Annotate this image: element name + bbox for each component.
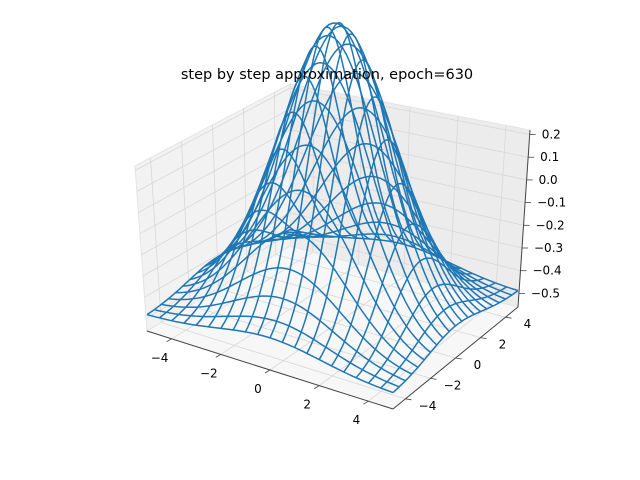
wire-line-y — [355, 257, 485, 379]
x-tick-mark — [215, 354, 222, 358]
z-grid-left — [142, 191, 291, 277]
z-tick-label: −0.2 — [536, 218, 565, 232]
z-grid-left — [138, 129, 291, 213]
z-tick-label: −0.3 — [534, 241, 563, 255]
z-axis-ticks: −0.5 −0.4 −0.3 −0.2 −0.1 0.0 0.1 0.2 — [518, 128, 566, 300]
x-tick-mark — [363, 400, 369, 405]
wire-line-y — [281, 33, 416, 343]
wire-line-y — [343, 223, 473, 373]
x-tick-label: 0 — [254, 382, 262, 396]
x-tick-label: −4 — [151, 351, 169, 365]
z-tick-label: 0.2 — [542, 128, 561, 142]
wire-line-y — [183, 209, 325, 324]
y-grid-floor — [189, 305, 431, 379]
wire-line-y — [220, 111, 359, 329]
wire-line-y — [195, 182, 336, 326]
x-axis-ticks: −4 −2 0 2 4 — [151, 338, 369, 427]
wire-line-y — [257, 26, 394, 335]
y-grid-floor — [161, 322, 406, 400]
z-tick-label: 0.1 — [540, 150, 559, 164]
y-tick-mark — [405, 398, 412, 401]
y-tick-label: 4 — [524, 317, 532, 331]
wire-line-y — [293, 59, 428, 348]
wire-line-y — [207, 148, 348, 328]
wire-line-y — [269, 21, 405, 339]
surface-wireframe — [146, 21, 519, 394]
y-axis-ticks: −4 −2 0 2 4 — [405, 316, 532, 413]
wire-line-y — [318, 139, 450, 360]
z-grid-left — [135, 87, 291, 171]
z-grid-left — [144, 212, 291, 298]
y-tick-label: −4 — [419, 399, 437, 413]
wire-line-y — [367, 282, 496, 384]
z-grid-right — [289, 108, 529, 158]
x-grid-wall — [494, 125, 507, 301]
z-tick-label: 0.0 — [539, 173, 558, 187]
y-tick-label: −2 — [444, 378, 462, 392]
z-grid-left — [145, 233, 291, 319]
x-grid-wall — [312, 88, 315, 253]
wire-line-y — [244, 45, 382, 333]
wire-line-y — [306, 96, 439, 354]
y-grid-wall — [181, 141, 191, 306]
z-tick-label: −0.1 — [537, 196, 566, 210]
x-grid-wall — [449, 116, 459, 289]
y-tick-mark — [480, 337, 487, 339]
y-tick-mark — [455, 357, 462, 360]
x-tick-label: 4 — [353, 413, 361, 427]
x-tick-mark — [264, 369, 271, 374]
y-tick-mark — [505, 316, 512, 319]
x-tick-mark — [313, 385, 320, 389]
y-grid-floor — [246, 271, 481, 338]
z-grid-left — [139, 150, 291, 235]
z-tick-label: −0.4 — [532, 264, 561, 278]
z-grid-right — [289, 233, 520, 294]
y-tick-mark — [430, 378, 437, 380]
wire-line-y — [171, 229, 314, 322]
z-axis-line — [517, 129, 531, 308]
y-tick-label: 2 — [499, 338, 507, 352]
wire-line-y — [392, 289, 519, 394]
chart-title: step by step approximation, epoch=630 — [181, 67, 473, 83]
wire-line-y — [380, 286, 507, 389]
x-tick-mark — [166, 338, 172, 343]
y-tick-label: 0 — [474, 358, 482, 372]
z-grid-left — [136, 108, 291, 192]
x-tick-label: −2 — [200, 366, 218, 380]
z-tick-label: −0.5 — [531, 286, 560, 300]
x-tick-label: 2 — [303, 398, 311, 412]
y-grid-wall — [150, 157, 162, 323]
